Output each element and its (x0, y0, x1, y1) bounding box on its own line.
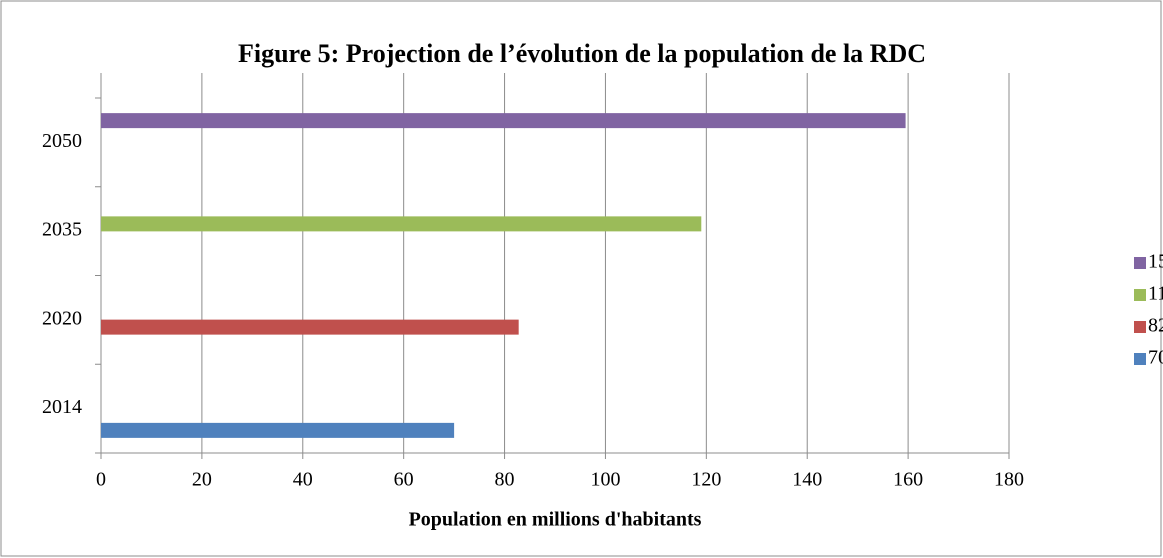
x-tick-label: 100 (590, 469, 620, 491)
legend-label: 82,8 (1148, 315, 1163, 337)
legend-swatch (1134, 257, 1146, 269)
y-tick-label: 2050 (42, 130, 82, 152)
x-tick-label: 140 (792, 469, 822, 491)
y-tick-label: 2020 (42, 307, 82, 329)
x-tick-label: 40 (293, 469, 313, 491)
legend-swatch (1134, 289, 1146, 301)
legend-swatch (1134, 353, 1146, 365)
bar (101, 216, 702, 232)
x-tick-label: 180 (994, 469, 1024, 491)
y-tick-label: 2014 (42, 396, 82, 418)
bar (101, 422, 455, 438)
x-tick-label: 80 (495, 469, 515, 491)
legend-label: 119 (1148, 283, 1163, 305)
y-tick-label: 2035 (42, 219, 82, 241)
legend-label: 70 (1148, 347, 1163, 369)
x-tick-label: 160 (893, 469, 923, 491)
legend-label: 159,5 (1148, 251, 1163, 273)
bar (101, 319, 519, 335)
x-tick-label: 0 (96, 469, 106, 491)
bar (101, 113, 906, 129)
x-tick-label: 20 (192, 469, 212, 491)
chart-title: Figure 5: Projection de l’évolution de l… (238, 39, 926, 68)
legend-swatch (1134, 321, 1146, 333)
x-tick-label: 120 (691, 469, 721, 491)
x-tick-label: 60 (394, 469, 414, 491)
x-axis-title: Population en millions d'habitants (409, 509, 702, 531)
